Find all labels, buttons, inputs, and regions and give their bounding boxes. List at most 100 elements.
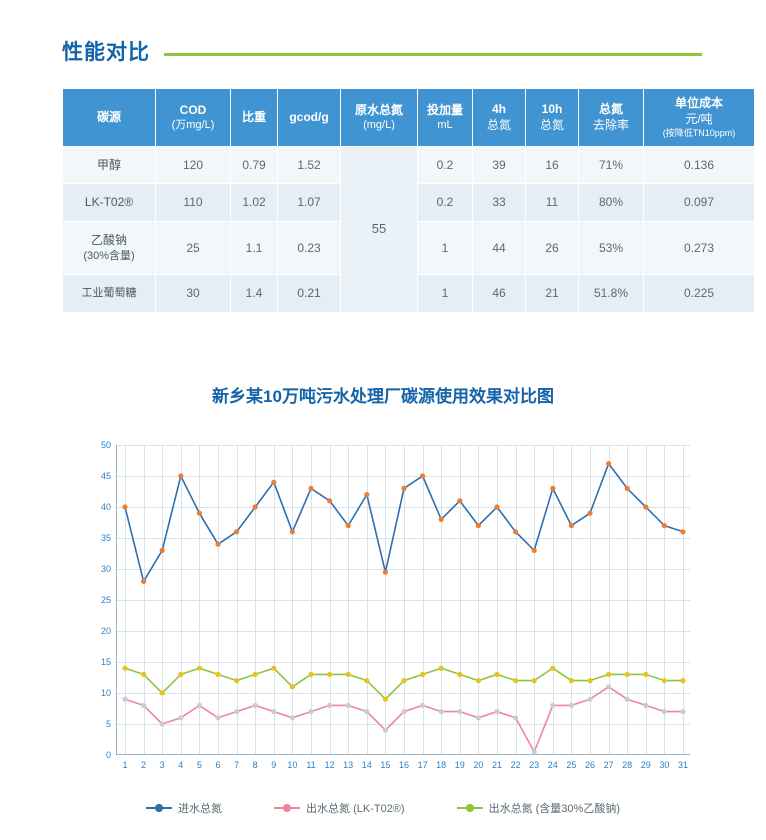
- legend-item[interactable]: 出水总氮 (含量30%乙酸钠): [456, 800, 620, 816]
- series-point: [438, 709, 444, 715]
- series-point: [308, 709, 314, 715]
- gridline-horizontal: [117, 476, 690, 477]
- cell-carbon-source: 乙酸钠 (30%含量): [62, 221, 156, 276]
- x-axis-tick-label: 26: [584, 760, 596, 770]
- series-point: [457, 671, 463, 677]
- series-point: [680, 678, 686, 684]
- gridline-vertical: [143, 445, 145, 754]
- chart-legend: 进水总氮 出水总氮 (LK-T02®) 出水总氮 (含量30%乙酸钠): [0, 800, 766, 816]
- x-axis-tick-label: 11: [306, 760, 316, 770]
- series-point: [550, 665, 556, 671]
- cell-dose: 0.2: [417, 145, 473, 185]
- table-row: 甲醇 120 0.79 1.52 55 0.2 39 16 71% 0.136: [62, 145, 755, 314]
- series-point: [550, 702, 556, 708]
- cell-tn-10h: 16: [525, 145, 579, 185]
- x-axis-tick-label: 15: [380, 760, 391, 770]
- gridline-horizontal: [117, 693, 690, 694]
- series-point: [196, 510, 202, 516]
- th-gcod: gcod/g: [277, 88, 341, 147]
- x-axis-tick-label: 20: [473, 760, 484, 770]
- series-point: [308, 671, 314, 677]
- cell-unit-cost: 0.097: [643, 183, 755, 223]
- series-point: [159, 690, 165, 696]
- legend-item[interactable]: 出水总氮 (LK-T02®): [274, 800, 405, 816]
- series-point: [289, 529, 295, 535]
- chart-title: 新乡某10万吨污水处理厂碳源使用效果对比图: [212, 387, 554, 406]
- cell-tn-4h: 33: [472, 183, 526, 223]
- x-axis-tick-label: 8: [252, 760, 258, 770]
- series-point: [531, 547, 537, 553]
- chart-area: 0 5 10 15 20 25 30 35 40 45 50 1 2 3 4 5 6 7 8 9 10 11 12 13 14 1…: [66, 437, 702, 777]
- series-point: [624, 696, 630, 702]
- chart-series-layer: [122, 461, 686, 755]
- gridline-vertical: [273, 445, 275, 754]
- series-point: [661, 709, 668, 715]
- page-title: 性能对比: [62, 41, 150, 64]
- series-point: [271, 665, 277, 671]
- cell-cod: 110: [155, 183, 231, 223]
- series-point: [457, 709, 463, 715]
- series-point: [680, 709, 686, 715]
- series-point: [215, 541, 221, 547]
- gridline-vertical: [645, 445, 647, 754]
- series-point: [494, 709, 500, 715]
- y-axis-tick-label: 25: [100, 595, 111, 605]
- series-point: [513, 715, 519, 721]
- cell-density: 1.4: [230, 274, 278, 314]
- x-axis-tick-label: 24: [547, 760, 558, 770]
- series-point: [308, 485, 314, 491]
- series-point: [587, 678, 593, 684]
- gridline-horizontal: [117, 724, 690, 725]
- series-point: [364, 709, 370, 715]
- gridline-vertical: [664, 445, 666, 754]
- gridline-vertical: [162, 445, 164, 754]
- x-axis-tick-label: 31: [677, 760, 689, 770]
- gridline-vertical: [459, 445, 461, 754]
- cell-dose: 1: [417, 274, 473, 314]
- cell-unit-cost: 0.273: [643, 221, 755, 276]
- gridline-vertical: [552, 445, 554, 754]
- th-tn-4h: 4h 总氮: [472, 88, 526, 147]
- gridline-vertical: [571, 445, 573, 754]
- series-point: [568, 702, 574, 708]
- series-point: [382, 696, 388, 702]
- cell-tn-10h: 21: [525, 274, 579, 314]
- series-point: [234, 709, 240, 715]
- series-point: [494, 504, 500, 510]
- legend-item[interactable]: 进水总氮: [146, 800, 222, 816]
- page-header: 性能对比: [62, 36, 702, 66]
- series-point: [327, 702, 333, 708]
- cell-unit-cost: 0.136: [643, 145, 755, 185]
- y-axis-tick-label: 35: [100, 533, 111, 543]
- series-point: [606, 671, 612, 677]
- x-axis-tick-label: 7: [234, 760, 240, 770]
- th-removal-rate: 总氮 去除率: [578, 88, 644, 147]
- cell-dose: 1: [417, 221, 473, 276]
- series-line: [124, 685, 683, 754]
- series-point: [475, 715, 481, 721]
- y-axis-tick-label: 30: [100, 564, 111, 574]
- cell-cod: 25: [155, 221, 231, 276]
- series-point: [587, 696, 593, 702]
- x-axis-tick-label: 30: [659, 760, 670, 770]
- series-point: [364, 678, 370, 684]
- x-axis-tick-label: 12: [324, 760, 335, 770]
- series-point: [401, 485, 407, 491]
- gridline-vertical: [385, 445, 387, 754]
- y-axis-tick-label: 5: [105, 719, 111, 729]
- legend-marker-icon: [155, 804, 164, 812]
- legend-swatch: [456, 804, 483, 812]
- x-axis-tick-label: 19: [454, 760, 465, 770]
- series-point: [141, 702, 147, 708]
- x-axis-tick-label: 17: [417, 760, 428, 770]
- cell-carbon-source: 工业葡萄糖: [62, 274, 156, 314]
- y-axis-tick-label: 0: [105, 750, 111, 760]
- x-axis-tick-label: 29: [640, 760, 651, 770]
- x-axis-tick-label: 25: [566, 760, 577, 770]
- series-point: [178, 473, 184, 479]
- y-axis-tick-label: 45: [100, 471, 111, 481]
- gridline-vertical: [683, 445, 684, 754]
- series-point: [531, 749, 537, 755]
- x-axis-tick-label: 23: [529, 760, 540, 770]
- cell-carbon-source: 甲醇: [62, 145, 156, 185]
